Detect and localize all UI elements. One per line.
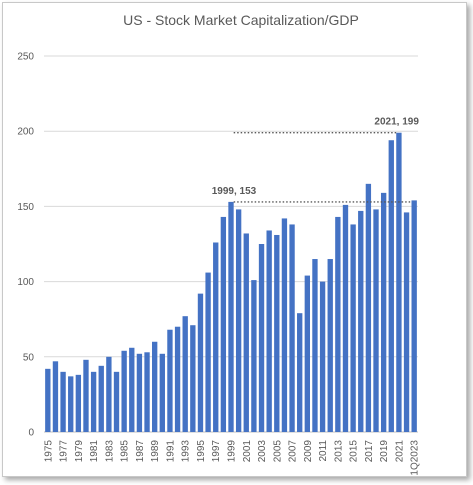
bar-2021 — [396, 132, 402, 433]
bar-2001 — [243, 233, 249, 432]
bar-2022 — [403, 212, 410, 432]
bar-1997 — [213, 242, 219, 432]
x-tick-label: 2013 — [333, 440, 344, 463]
x-tick-label: 2021 — [394, 440, 405, 463]
y-tick-label: 150 — [17, 202, 34, 213]
x-tick-label: 1995 — [196, 440, 207, 463]
bar-1992 — [174, 326, 181, 432]
y-tick-label: 50 — [23, 352, 35, 363]
bar-1975 — [45, 368, 51, 432]
bar-2008 — [297, 313, 303, 432]
x-tick-label: 2001 — [242, 440, 253, 463]
x-tick-label: 1999 — [227, 440, 238, 463]
bar-1999 — [228, 201, 234, 432]
bar-2018 — [373, 209, 379, 432]
x-tick-label: 1997 — [211, 440, 222, 463]
bar-1998 — [220, 216, 227, 432]
bar-1981 — [90, 371, 97, 432]
y-axis: 0 50 100 150 200 250 — [17, 52, 34, 439]
bar-1979 — [75, 374, 82, 432]
y-tick-label: 100 — [17, 277, 34, 288]
bar-1994 — [190, 325, 196, 432]
bar-1991 — [167, 329, 173, 432]
bar-1983 — [106, 356, 112, 432]
bar-2007 — [289, 224, 295, 432]
bar-1976 — [52, 361, 59, 432]
x-tick-label: 2003 — [257, 440, 268, 463]
bar-1988 — [144, 352, 150, 432]
bar-2004 — [266, 230, 272, 432]
x-tick-label: 1981 — [89, 440, 100, 463]
bar-1990 — [159, 353, 165, 432]
x-tick-label: 1987 — [135, 440, 146, 463]
x-tick-label: 1977 — [59, 440, 70, 463]
bar-1996 — [205, 272, 211, 432]
bar-2005 — [274, 234, 280, 432]
annotation-label: 1999, 153 — [212, 186, 257, 197]
bar-1977 — [60, 371, 66, 432]
bar-2014 — [342, 204, 349, 432]
bar-1984 — [113, 371, 120, 432]
x-tick-label: 1989 — [150, 440, 161, 463]
bar-2017 — [365, 183, 372, 432]
chart-title: US - Stock Market Capitalization/GDP — [123, 12, 359, 28]
x-tick-label: 2011 — [318, 440, 329, 462]
bar-2000 — [235, 209, 242, 432]
bar-1987 — [136, 353, 143, 432]
bar-1993 — [182, 316, 188, 432]
bar-2010 — [312, 259, 318, 432]
x-tick-label: 1979 — [74, 440, 85, 463]
bar-2016 — [358, 210, 364, 432]
chart-frame: US - Stock Market Capitalization/GDP 0 50… — [2, 2, 467, 477]
x-tick-label: 1Q2023 — [410, 440, 421, 476]
bar-2009 — [304, 275, 310, 432]
bar-1986 — [129, 347, 135, 432]
bar-2015 — [350, 224, 356, 432]
x-tick-label: 2007 — [288, 440, 299, 463]
bar-1989 — [152, 341, 158, 432]
x-tick-label: 2015 — [349, 440, 360, 463]
y-tick-label: 200 — [17, 127, 34, 138]
x-tick-label: 1985 — [120, 440, 131, 463]
x-tick-label: 1993 — [181, 440, 192, 463]
annotation-label: 2021, 199 — [374, 117, 419, 128]
bar-2019 — [380, 192, 387, 432]
bar-2006 — [281, 218, 288, 432]
bar-1978 — [68, 376, 74, 432]
x-tick-label: 2005 — [272, 440, 283, 463]
x-tick-label: 1991 — [165, 440, 176, 463]
bar-1980 — [83, 359, 89, 432]
bar-1995 — [197, 293, 204, 432]
x-tick-label: 1983 — [104, 440, 115, 463]
bar-1Q2023 — [411, 200, 417, 432]
x-axis: 1975 1977 1979 1981 1983 1985 1987 1989 1991 1993… — [43, 440, 420, 476]
y-tick-label: 250 — [17, 52, 34, 63]
y-tick-label: 0 — [28, 428, 34, 439]
bar-2013 — [335, 216, 341, 432]
x-tick-label: 2019 — [379, 440, 390, 463]
x-tick-label: 2009 — [303, 440, 314, 463]
x-tick-label: 2017 — [364, 440, 375, 463]
annotations: 1999, 153 2021, 199 — [212, 117, 419, 203]
bar-2011 — [319, 281, 326, 432]
bar-2002 — [251, 280, 257, 432]
bar-2003 — [258, 244, 265, 432]
x-tick-label: 1975 — [43, 440, 54, 463]
bar-1982 — [98, 365, 104, 432]
bar-2012 — [327, 259, 333, 432]
bar-1985 — [121, 350, 127, 432]
bar-series — [45, 132, 417, 433]
bar-2020 — [388, 140, 394, 432]
chart: US - Stock Market Capitalization/GDP 0 50… — [17, 12, 420, 476]
